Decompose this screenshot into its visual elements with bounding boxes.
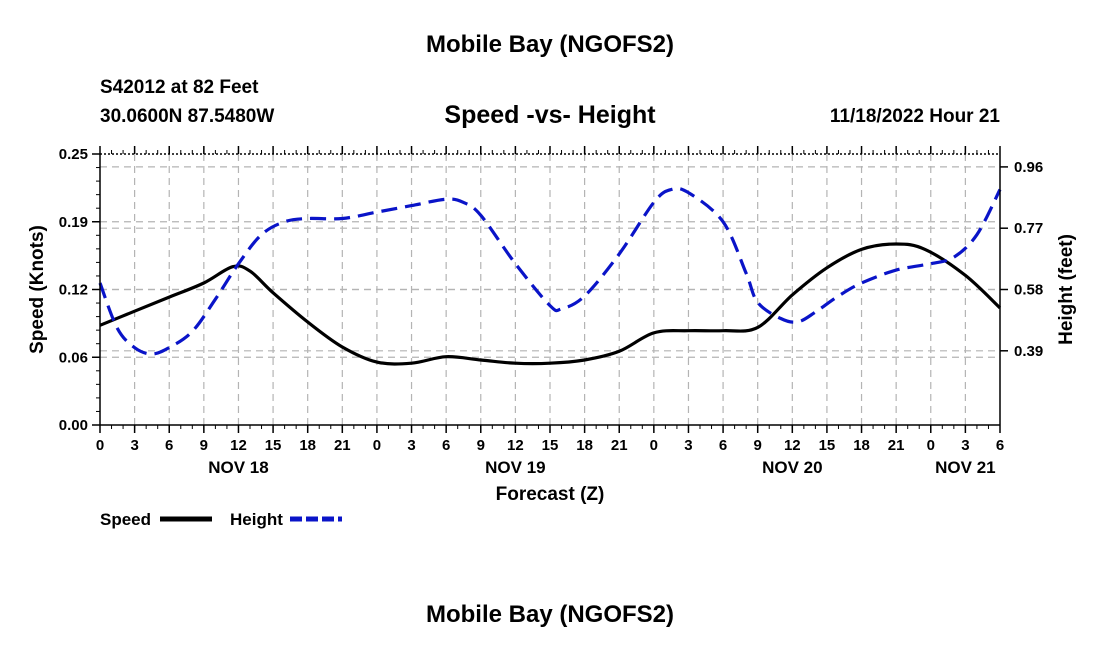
x-tick-label: 12 [230, 437, 247, 454]
x-day-label: NOV 19 [485, 458, 545, 477]
x-tick-label: 15 [265, 437, 282, 454]
x-day-label: NOV 18 [208, 458, 268, 477]
x-tick-label: 6 [442, 437, 450, 454]
x-day-label: NOV 21 [935, 458, 995, 477]
y-right-tick-label: 0.96 [1014, 159, 1043, 176]
x-tick-label: 3 [407, 437, 415, 454]
x-tick-label: 15 [542, 437, 559, 454]
legend-height-label: Height [230, 510, 283, 529]
legend-speed-label: Speed [100, 510, 151, 529]
y-right-tick-label: 0.58 [1014, 282, 1043, 299]
x-tick-label: 0 [927, 437, 935, 454]
x-tick-label: 18 [299, 437, 316, 454]
x-tick-label: 18 [853, 437, 870, 454]
axes: 0.00 0.06 0.12 0.19 0.25 0.39 0.58 0.77 0.96 0 3 6 9… [27, 146, 1077, 505]
y-tick-label: 0.19 [59, 214, 88, 231]
forecast-datetime: 11/18/2022 Hour 21 [829, 106, 1000, 127]
y-right-tick-label: 0.77 [1014, 220, 1043, 237]
top-title: Mobile Bay (NGOFS2) [425, 31, 675, 58]
x-tick-label: 15 [819, 437, 836, 454]
x-tick-label: 21 [888, 437, 905, 454]
y-tick-label: 0.06 [59, 349, 88, 366]
y-tick-label: 0.12 [59, 282, 88, 299]
x-day-label: NOV 20 [762, 458, 822, 477]
x-tick-label: 3 [684, 437, 692, 454]
x-tick-label: 6 [165, 437, 173, 454]
series-layer [98, 186, 1002, 366]
y-tick-label: 0.00 [59, 417, 88, 434]
x-tick-label: 12 [507, 437, 524, 454]
bottom-title: Mobile Bay (NGOFS2) [425, 601, 675, 628]
x-tick-label: 0 [373, 437, 381, 454]
x-tick-label: 21 [334, 437, 351, 454]
x-tick-label: 9 [754, 437, 762, 454]
series-speed-line [99, 242, 1002, 366]
y-tick-label: 0.25 [59, 146, 88, 163]
x-tick-label: 6 [996, 437, 1004, 454]
series-height-line [98, 186, 1002, 356]
x-tick-label: 6 [719, 437, 727, 454]
x-tick-label: 0 [650, 437, 658, 454]
x-tick-label: 18 [576, 437, 593, 454]
x-tick-label: 12 [784, 437, 801, 454]
x-tick-label: 3 [130, 437, 138, 454]
y-right-axis-title: Height (feet) [1056, 234, 1077, 345]
legend: Speed Height [100, 510, 342, 529]
station-coordinates: 30.0600N 87.5480W [100, 106, 275, 127]
x-tick-label: 21 [611, 437, 628, 454]
x-tick-label: 0 [96, 437, 104, 454]
x-tick-label: 9 [477, 437, 485, 454]
x-tick-label: 3 [961, 437, 969, 454]
chart-title: Speed -vs- Height [444, 101, 656, 129]
y-axis-title: Speed (Knots) [27, 225, 48, 354]
grid [100, 154, 1000, 425]
x-tick-label: 9 [200, 437, 208, 454]
x-axis-title: Forecast (Z) [496, 484, 605, 505]
station-name: S42012 at 82 Feet [100, 77, 259, 98]
y-right-tick-label: 0.39 [1014, 343, 1043, 360]
